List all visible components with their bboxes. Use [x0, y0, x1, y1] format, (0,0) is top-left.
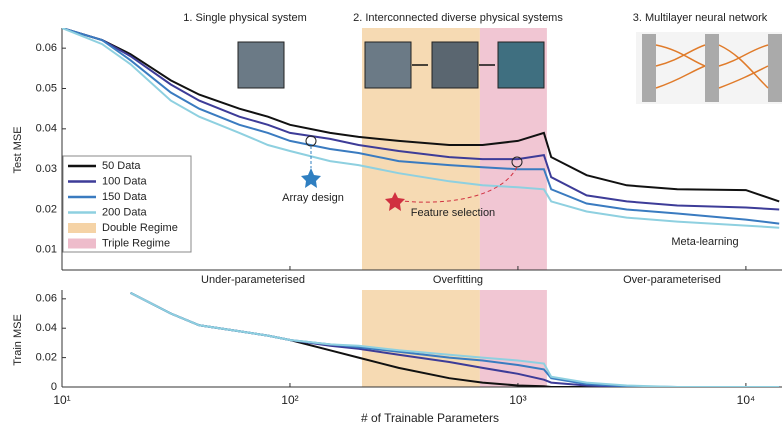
x-tick-label: 10³ — [509, 393, 526, 407]
y-tick-label: 0.02 — [36, 352, 57, 364]
region — [361, 290, 480, 387]
legend-box — [62, 155, 192, 253]
star — [301, 168, 321, 188]
inset-image — [364, 41, 412, 89]
legend: 50 Data 100 Data 150 Data 200 Data Double Re… — [62, 155, 192, 253]
y-tick-label: 0.06 — [36, 293, 57, 305]
x-tick-label: 10² — [281, 393, 298, 407]
star — [385, 192, 405, 211]
legend-label: 100 Data — [102, 175, 148, 187]
legend-swatch — [68, 223, 96, 233]
annotation: Array design — [282, 192, 344, 204]
region — [479, 290, 547, 387]
layer — [642, 34, 656, 102]
y-tick-label: 0.02 — [36, 203, 57, 215]
markers — [301, 135, 523, 211]
connections — [655, 44, 769, 89]
annotation: Under-parameterised — [201, 274, 305, 286]
y-tick-label: 0 — [51, 381, 57, 393]
legend-swatch — [68, 238, 96, 249]
series-line — [62, 28, 780, 229]
inset-image — [431, 41, 479, 89]
x-tick-label: 10⁴ — [737, 393, 756, 407]
legend-label: 150 Data — [102, 191, 148, 203]
x-axis-label: # of Trainable Parameters — [361, 411, 499, 425]
insets — [237, 32, 782, 104]
inset-image — [237, 41, 285, 89]
series-line — [130, 292, 780, 387]
annotation: Meta-learning — [671, 236, 738, 248]
layer — [705, 34, 719, 102]
annotation: 3. Multilayer neural network — [633, 12, 768, 24]
legend-label: 200 Data — [102, 206, 148, 218]
y-tick-label: 0.06 — [36, 42, 57, 54]
legend-label: 50 Data — [102, 160, 141, 172]
annotation: Overfitting — [433, 274, 483, 286]
series-line — [62, 28, 780, 211]
annotation: Over-parameterised — [623, 274, 721, 286]
legend-label: Double Regime — [102, 222, 178, 234]
annotation: Feature selection — [411, 207, 495, 219]
y-tick-label: 0.04 — [36, 322, 57, 334]
series-line — [62, 28, 780, 203]
series-line — [62, 28, 780, 225]
layer — [768, 34, 782, 102]
annotation: 2. Interconnected diverse physical syste… — [353, 12, 563, 24]
y-tick-label: 0.01 — [36, 244, 57, 256]
inset-image — [497, 41, 545, 89]
x-tick-label: 10¹ — [53, 393, 70, 407]
y-tick-label: 0.04 — [36, 123, 57, 135]
y-axis-label: Test MSE — [12, 126, 24, 173]
y-tick-label: 0.03 — [36, 163, 57, 175]
plot: 0.01 0.02 0.03 0.04 0.05 0.06 0 0.02 0.04 0.06 10¹… — [36, 28, 782, 407]
y-axis-label: Train MSE — [12, 314, 24, 366]
annotation: 1. Single physical system — [183, 12, 307, 24]
y-tick-label: 0.05 — [36, 82, 57, 94]
legend-label: Triple Regime — [102, 237, 170, 249]
